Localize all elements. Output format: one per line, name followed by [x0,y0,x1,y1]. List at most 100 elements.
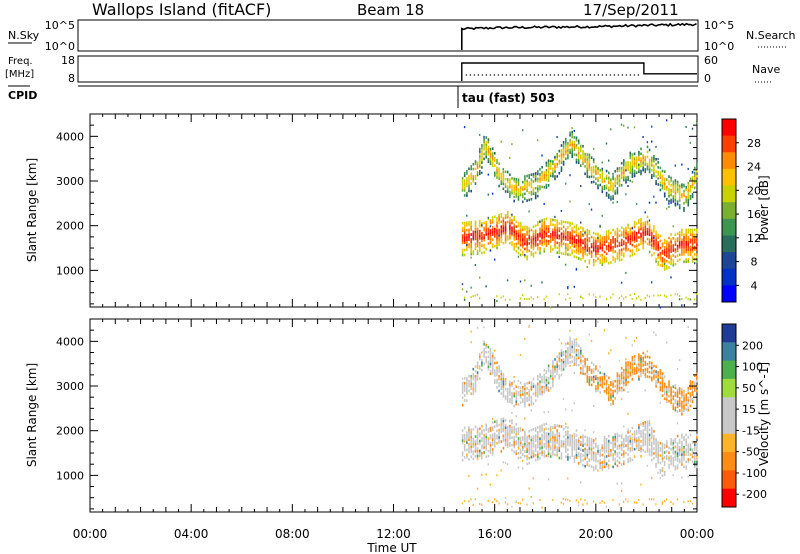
heatmap-cell [567,441,569,444]
heatmap-cell [608,181,610,185]
near-range-cell [567,498,569,501]
heatmap-cell [610,393,612,396]
scatter-cell [519,280,522,283]
heatmap-cell [476,430,479,433]
heatmap-cell [500,220,503,224]
heatmap-cell [640,357,642,361]
heatmap-cell [560,168,563,172]
heatmap-cell [681,400,683,404]
heatmap-cell [610,180,612,184]
heatmap-cell [496,173,498,177]
heatmap-cell [541,229,543,232]
heatmap-cell [526,245,528,249]
heatmap-cell [691,248,694,251]
heatmap-cell [676,447,679,450]
heatmap-cell [696,245,698,249]
heatmap-cell [543,442,546,446]
heatmap-cell [683,407,685,410]
heatmap-cell [543,368,546,372]
heatmap-cell [580,245,582,249]
heatmap-cell [543,452,546,456]
heatmap-cell [575,136,578,140]
heatmap-cell [661,457,664,460]
scatter-cell [560,342,563,345]
scatter-cell [681,304,683,307]
heatmap-cell [661,257,664,260]
heatmap-cell [691,388,694,391]
scatter-cell [522,390,524,393]
heatmap-cell [668,261,670,264]
heatmap-cell [567,359,569,362]
heatmap-cell [638,243,640,246]
heatmap-cell [552,384,554,388]
heatmap-cell [461,389,464,392]
heatmap-cell [577,344,580,347]
heatmap-cell [694,389,696,392]
heatmap-cell [481,161,483,164]
heatmap-cell [627,443,629,446]
heatmap-cell [659,386,662,389]
near-range-cell [504,298,507,301]
heatmap-cell [691,380,694,384]
heatmap-cell [586,436,589,439]
heatmap-cell [541,378,543,381]
near-range-cell [687,500,689,503]
heatmap-cell [558,222,561,225]
scatter-cell [620,482,623,485]
heatmap-cell [485,455,487,458]
heatmap-cell [670,198,672,202]
heatmap-cell [479,155,481,158]
heatmap-cell [556,229,558,232]
heatmap-cell [580,361,582,365]
heatmap-cell [562,225,565,228]
heatmap-cell [640,152,642,156]
heatmap-cell [461,186,464,190]
heatmap-cell [580,349,582,353]
heatmap-cell [616,230,619,233]
heatmap-cell [653,225,655,228]
heatmap-cell [539,382,541,386]
heatmap-cell [463,446,466,449]
heatmap-cell [674,406,677,410]
near-range-cell [648,498,651,501]
heatmap-cell [640,364,642,368]
heatmap-cell [633,435,636,439]
heatmap-cell [668,463,670,467]
heatmap-cell [676,180,679,184]
heatmap-cell [685,228,687,232]
heatmap-cell [522,233,524,237]
heatmap-cell [595,445,597,448]
heatmap-cell [474,370,477,373]
heatmap-cell [573,143,576,147]
heatmap-cell [562,445,565,448]
heatmap-cell [498,231,500,234]
heatmap-cell [537,394,539,398]
heatmap-cell [614,384,616,388]
heatmap-cell [633,430,636,434]
colorbar-swatch [722,433,736,453]
heatmap-cell [670,191,672,194]
heatmap-cell [651,156,653,160]
scatter-cell [608,352,610,355]
heatmap-cell [530,448,533,452]
heatmap-cell [547,427,550,431]
heatmap-cell [506,430,509,434]
heatmap-cell [608,464,610,467]
heatmap-cell [558,244,561,247]
heatmap-cell [545,437,548,440]
heatmap-cell [513,233,515,236]
heatmap-cell [500,215,503,219]
heatmap-cell [539,437,541,440]
heatmap-cell [584,442,586,446]
heatmap-cell [627,361,629,364]
colorbar-swatch [722,135,736,153]
scatter-cell [479,453,481,456]
heatmap-cell [666,400,668,404]
heatmap-cell [681,408,683,411]
heatmap-cell [683,189,685,193]
heatmap-cell [678,438,681,442]
near-range-cell [612,293,614,296]
colorbar-swatch [722,415,736,435]
colorbar-tick-label: -15 [742,424,760,437]
heatmap-cell [625,444,627,447]
